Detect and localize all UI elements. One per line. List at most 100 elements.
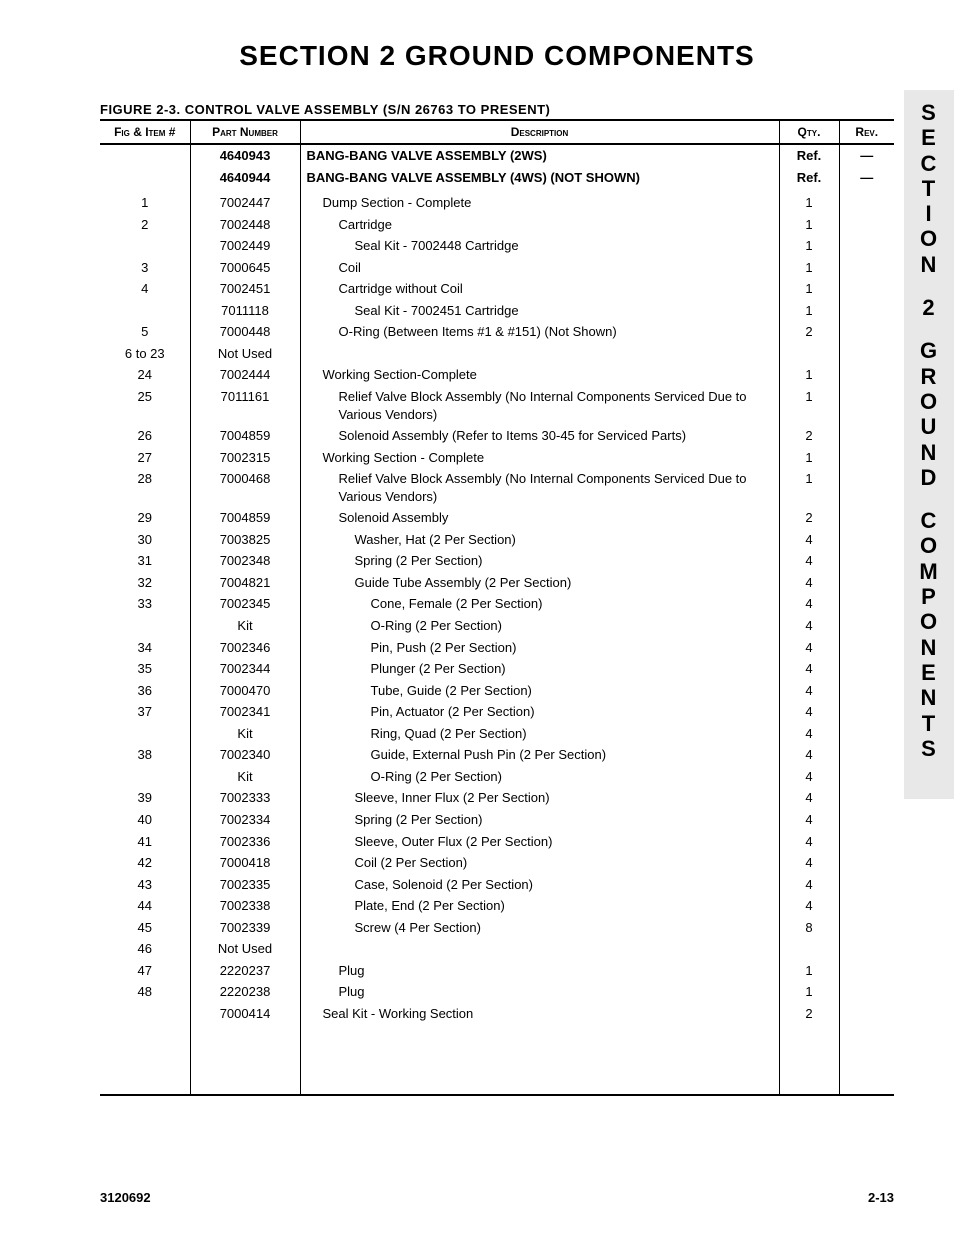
- cell-desc: Ring, Quad (2 Per Section): [300, 723, 779, 745]
- cell-part: 7002339: [190, 917, 300, 939]
- side-tab-letter: O: [904, 533, 954, 558]
- table-row: 7002449Seal Kit - 7002448 Cartridge1: [100, 235, 894, 257]
- side-tab-letter: N: [904, 440, 954, 465]
- cell-part: 7002335: [190, 874, 300, 896]
- cell-part: 7002340: [190, 744, 300, 766]
- side-tab-word: SECTION: [904, 100, 954, 277]
- cell-qty: Ref.: [779, 167, 839, 189]
- cell-qty: 1: [779, 386, 839, 425]
- cell-desc: Seal Kit - 7002448 Cartridge: [300, 235, 779, 257]
- cell-part: 7002315: [190, 447, 300, 469]
- side-tab-letter: M: [904, 559, 954, 584]
- cell-rev: [839, 214, 894, 236]
- col-qty: Qty.: [779, 120, 839, 144]
- side-tab-letter: D: [904, 465, 954, 490]
- side-tab-letter: 2: [904, 295, 954, 320]
- table-row: 47002451Cartridge without Coil1: [100, 278, 894, 300]
- cell-qty: 4: [779, 723, 839, 745]
- cell-desc: Solenoid Assembly (Refer to Items 30-45 …: [300, 425, 779, 447]
- table-row: 297004859Solenoid Assembly2: [100, 507, 894, 529]
- table-row: 7000414Seal Kit - Working Section2: [100, 1003, 894, 1025]
- side-tab-letter: U: [904, 414, 954, 439]
- table-filler-row: [100, 1024, 894, 1095]
- cell-part: 7000414: [190, 1003, 300, 1025]
- cell-desc: BANG-BANG VALVE ASSEMBLY (4WS) (NOT SHOW…: [300, 167, 779, 189]
- cell-rev: [839, 981, 894, 1003]
- table-row: 397002333Sleeve, Inner Flux (2 Per Secti…: [100, 787, 894, 809]
- cell-rev: [839, 766, 894, 788]
- cell-rev: [839, 468, 894, 507]
- cell-qty: 4: [779, 550, 839, 572]
- side-tab-letter: N: [904, 685, 954, 710]
- section-heading: SECTION 2 GROUND COMPONENTS: [100, 40, 894, 72]
- cell-fig: 2: [100, 214, 190, 236]
- cell-desc: Pin, Actuator (2 Per Section): [300, 701, 779, 723]
- cell-rev: [839, 723, 894, 745]
- cell-part: [190, 1024, 300, 1095]
- cell-fig: 46: [100, 938, 190, 960]
- cell-rev: [839, 192, 894, 214]
- cell-rev: [839, 447, 894, 469]
- cell-desc: Screw (4 Per Section): [300, 917, 779, 939]
- table-row: 437002335Case, Solenoid (2 Per Section)4: [100, 874, 894, 896]
- table-row: 37000645Coil1: [100, 257, 894, 279]
- table-row: KitO-Ring (2 Per Section)4: [100, 766, 894, 788]
- cell-fig: 37: [100, 701, 190, 723]
- cell-fig: 6 to 23: [100, 343, 190, 365]
- side-tab-letter: G: [904, 338, 954, 363]
- table-row: 46Not Used: [100, 938, 894, 960]
- cell-qty: [779, 938, 839, 960]
- cell-desc: Cartridge without Coil: [300, 278, 779, 300]
- col-part: Part Number: [190, 120, 300, 144]
- cell-fig: 42: [100, 852, 190, 874]
- cell-rev: [839, 852, 894, 874]
- table-row: 417002336Sleeve, Outer Flux (2 Per Secti…: [100, 831, 894, 853]
- side-tab-letter: I: [904, 201, 954, 226]
- cell-rev: [839, 321, 894, 343]
- cell-part: 7002334: [190, 809, 300, 831]
- figure-caption: FIGURE 2-3. CONTROL VALVE ASSEMBLY (S/N …: [100, 102, 894, 117]
- table-row: 327004821Guide Tube Assembly (2 Per Sect…: [100, 572, 894, 594]
- footer-left: 3120692: [100, 1190, 151, 1205]
- cell-desc: O-Ring (2 Per Section): [300, 766, 779, 788]
- cell-fig: 32: [100, 572, 190, 594]
- cell-fig: 25: [100, 386, 190, 425]
- cell-rev: —: [839, 144, 894, 167]
- side-tab-letter: C: [904, 508, 954, 533]
- table-row: 407002334Spring (2 Per Section)4: [100, 809, 894, 831]
- side-tab-word: 2: [904, 295, 954, 320]
- cell-fig: 44: [100, 895, 190, 917]
- cell-rev: [839, 386, 894, 425]
- cell-rev: [839, 615, 894, 637]
- cell-qty: 4: [779, 615, 839, 637]
- cell-rev: [839, 938, 894, 960]
- cell-fig: 39: [100, 787, 190, 809]
- table-row: 4640943BANG-BANG VALVE ASSEMBLY (2WS)Ref…: [100, 144, 894, 167]
- table-row: 347002346Pin, Push (2 Per Section)4: [100, 637, 894, 659]
- cell-fig: 26: [100, 425, 190, 447]
- table-header-row: Fig & Item # Part Number Description Qty…: [100, 120, 894, 144]
- cell-desc: Spring (2 Per Section): [300, 809, 779, 831]
- cell-part: 7002346: [190, 637, 300, 659]
- side-tab-word: COMPONENTS: [904, 508, 954, 761]
- cell-rev: [839, 235, 894, 257]
- cell-desc: Seal Kit - Working Section: [300, 1003, 779, 1025]
- table-row: 377002341Pin, Actuator (2 Per Section)4: [100, 701, 894, 723]
- cell-part: 7004821: [190, 572, 300, 594]
- table-row: 7011118Seal Kit - 7002451 Cartridge1: [100, 300, 894, 322]
- cell-rev: [839, 425, 894, 447]
- cell-part: 7002333: [190, 787, 300, 809]
- table-row: 57000448O-Ring (Between Items #1 & #151)…: [100, 321, 894, 343]
- cell-desc: Plate, End (2 Per Section): [300, 895, 779, 917]
- cell-part: 7003825: [190, 529, 300, 551]
- cell-desc: BANG-BANG VALVE ASSEMBLY (2WS): [300, 144, 779, 167]
- cell-fig: 28: [100, 468, 190, 507]
- cell-fig: [100, 766, 190, 788]
- cell-desc: Plug: [300, 981, 779, 1003]
- cell-part: 7002341: [190, 701, 300, 723]
- cell-rev: [839, 529, 894, 551]
- parts-table: Fig & Item # Part Number Description Qty…: [100, 119, 894, 1096]
- cell-rev: [839, 680, 894, 702]
- cell-qty: 4: [779, 852, 839, 874]
- cell-desc: Tube, Guide (2 Per Section): [300, 680, 779, 702]
